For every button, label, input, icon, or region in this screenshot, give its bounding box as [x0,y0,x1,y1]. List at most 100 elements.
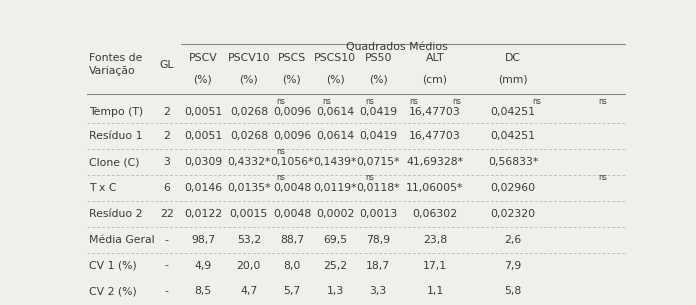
Text: PSCV10: PSCV10 [228,53,270,63]
Text: ns: ns [365,173,374,182]
Text: 4,9: 4,9 [194,260,212,271]
Text: 53,2: 53,2 [237,235,261,245]
Text: 0,0048: 0,0048 [273,209,311,219]
Text: 0,0268: 0,0268 [230,131,268,142]
Text: -: - [165,286,168,296]
Text: CV 2 (%): CV 2 (%) [88,286,136,296]
Text: Média Geral: Média Geral [88,235,155,245]
Text: 25,2: 25,2 [323,260,347,271]
Text: 0,04251: 0,04251 [491,131,536,142]
Text: (cm): (cm) [422,74,448,84]
Text: 16,47703: 16,47703 [409,107,461,117]
Text: Clone (C): Clone (C) [88,157,139,167]
Text: PSCV: PSCV [189,53,217,63]
Text: DC: DC [505,53,521,63]
Text: 0,04251: 0,04251 [491,107,536,117]
Text: 78,9: 78,9 [366,235,390,245]
Text: 0,0419: 0,0419 [359,131,397,142]
Text: ns: ns [277,97,285,106]
Text: (%): (%) [239,74,258,84]
Text: 8,5: 8,5 [194,286,212,296]
Text: 2: 2 [164,131,171,142]
Text: 69,5: 69,5 [323,235,347,245]
Text: 3: 3 [164,157,171,167]
Text: 0,1056*: 0,1056* [270,157,314,167]
Text: -: - [165,260,168,271]
Text: 0,4332*: 0,4332* [227,157,271,167]
Text: 0,0013: 0,0013 [359,209,397,219]
Text: T x C: T x C [88,183,116,193]
Text: 5,8: 5,8 [505,286,522,296]
Text: Fontes de
Variação: Fontes de Variação [88,53,142,76]
Text: ns: ns [365,97,374,106]
Text: 0,02320: 0,02320 [491,209,536,219]
Text: 0,02960: 0,02960 [491,183,536,193]
Text: 2: 2 [164,107,171,117]
Text: ns: ns [277,173,285,182]
Text: Tempo (T): Tempo (T) [88,107,143,117]
Text: 7,9: 7,9 [505,260,522,271]
Text: 0,0135*: 0,0135* [227,183,271,193]
Text: 3,3: 3,3 [370,286,387,296]
Text: 88,7: 88,7 [280,235,304,245]
Text: 0,0096: 0,0096 [273,107,311,117]
Text: 17,1: 17,1 [423,260,447,271]
Text: 0,06302: 0,06302 [412,209,457,219]
Text: 18,7: 18,7 [366,260,390,271]
Text: 6: 6 [164,183,171,193]
Text: 8,0: 8,0 [283,260,301,271]
Text: 0,0715*: 0,0715* [356,157,400,167]
Text: 0,56833*: 0,56833* [488,157,538,167]
Text: 5,7: 5,7 [283,286,301,296]
Text: (%): (%) [326,74,345,84]
Text: ns: ns [599,173,608,182]
Text: 11,06005*: 11,06005* [406,183,464,193]
Text: ns: ns [409,97,418,106]
Text: 2,6: 2,6 [505,235,522,245]
Text: 1,1: 1,1 [426,286,443,296]
Text: (mm): (mm) [498,74,528,84]
Text: ns: ns [322,97,331,106]
Text: (%): (%) [193,74,212,84]
Text: 0,0051: 0,0051 [184,131,222,142]
Text: PS50: PS50 [365,53,392,63]
Text: (%): (%) [369,74,388,84]
Text: GL: GL [159,60,174,70]
Text: 0,0051: 0,0051 [184,107,222,117]
Text: PSCS10: PSCS10 [314,53,356,63]
Text: ns: ns [599,97,608,106]
Text: Resíduo 1: Resíduo 1 [88,131,142,142]
Text: Quadrados Médios: Quadrados Médios [347,42,448,52]
Text: 41,69328*: 41,69328* [406,157,464,167]
Text: 16,47703: 16,47703 [409,131,461,142]
Text: 0,0118*: 0,0118* [356,183,400,193]
Text: ns: ns [277,147,285,156]
Text: 0,0419: 0,0419 [359,107,397,117]
Text: 98,7: 98,7 [191,235,215,245]
Text: -: - [165,235,168,245]
Text: 0,0048: 0,0048 [273,183,311,193]
Text: 0,1439*: 0,1439* [313,157,357,167]
Text: 4,7: 4,7 [240,286,258,296]
Text: ns: ns [532,97,541,106]
Text: 0,0614: 0,0614 [316,107,354,117]
Text: 22: 22 [160,209,174,219]
Text: 0,0119*: 0,0119* [313,183,357,193]
Text: 0,0096: 0,0096 [273,131,311,142]
Text: 20,0: 20,0 [237,260,261,271]
Text: 0,0002: 0,0002 [316,209,354,219]
Text: 0,0309: 0,0309 [184,157,222,167]
Text: 23,8: 23,8 [423,235,447,245]
Text: ALT: ALT [425,53,444,63]
Text: 1,3: 1,3 [326,286,344,296]
Text: 0,0614: 0,0614 [316,131,354,142]
Text: 0,0146: 0,0146 [184,183,222,193]
Text: 0,0268: 0,0268 [230,107,268,117]
Text: (%): (%) [283,74,301,84]
Text: Resíduo 2: Resíduo 2 [88,209,142,219]
Text: 0,0015: 0,0015 [230,209,268,219]
Text: 0,0122: 0,0122 [184,209,222,219]
Text: PSCS: PSCS [278,53,306,63]
Text: ns: ns [452,97,461,106]
Text: CV 1 (%): CV 1 (%) [88,260,136,271]
